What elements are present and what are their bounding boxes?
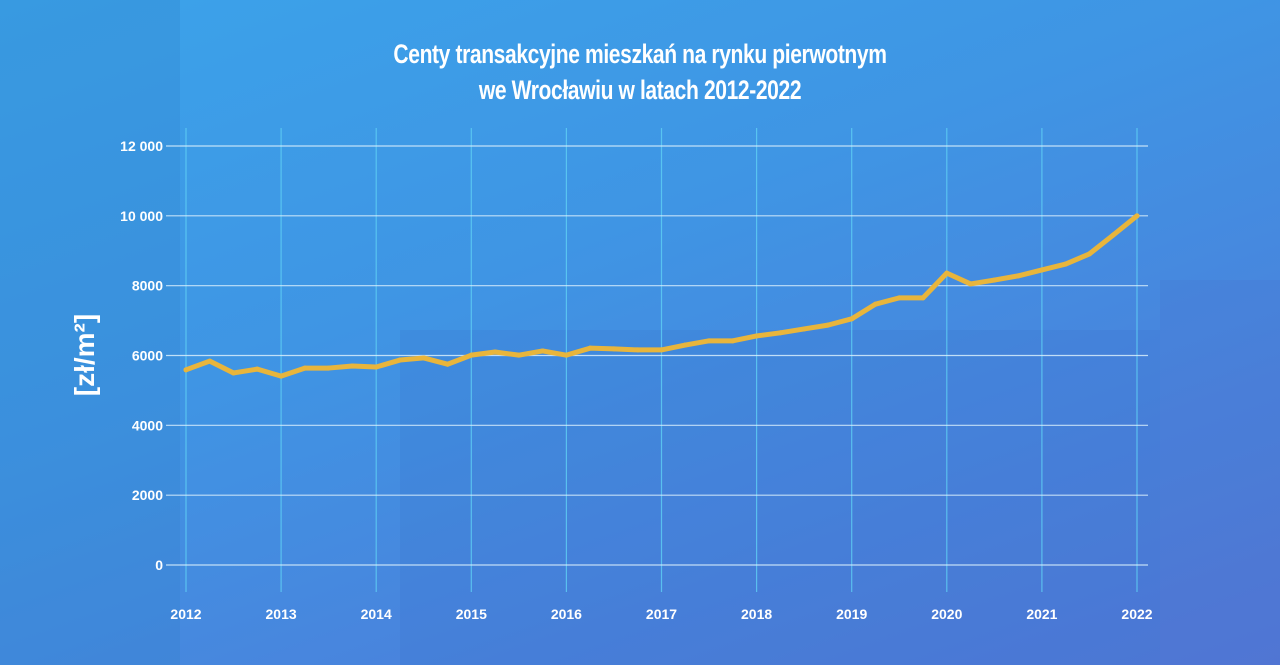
- y-tick-label: 8000: [132, 278, 163, 294]
- data-point: [991, 277, 997, 283]
- x-tick-label: 2013: [266, 606, 297, 622]
- x-tick-label: 2012: [170, 606, 201, 622]
- y-tick-label: 4000: [132, 417, 163, 433]
- data-point: [278, 373, 284, 379]
- data-point: [326, 365, 332, 371]
- x-tick-label: 2014: [361, 606, 392, 622]
- data-point: [349, 363, 355, 369]
- y-tick-label: 2000: [132, 487, 163, 503]
- data-point: [468, 352, 474, 358]
- data-point: [777, 330, 783, 336]
- data-point: [207, 358, 213, 364]
- data-point: [302, 365, 308, 371]
- title-line-2: we Wrocławiu w latach 2012-2022: [478, 75, 802, 105]
- x-tick-label: 2016: [551, 606, 582, 622]
- data-point: [872, 301, 878, 307]
- y-tick-label: 0: [155, 557, 163, 573]
- data-point: [1039, 267, 1045, 273]
- data-point: [754, 333, 760, 339]
- x-tick-label: 2018: [741, 606, 772, 622]
- data-point: [682, 342, 688, 348]
- data-point: [706, 338, 712, 344]
- data-point: [231, 370, 237, 376]
- data-point: [563, 352, 569, 358]
- x-tick-label: 2022: [1121, 606, 1152, 622]
- data-point: [540, 348, 546, 354]
- data-point: [373, 364, 379, 370]
- data-point: [445, 361, 451, 367]
- data-point: [896, 295, 902, 301]
- data-point: [659, 347, 664, 353]
- data-point: [611, 346, 617, 352]
- data-point: [635, 347, 641, 353]
- data-point: [1086, 251, 1092, 257]
- x-tick-label: 2015: [456, 606, 487, 622]
- x-tick-label: 2017: [646, 606, 677, 622]
- data-point: [849, 316, 855, 322]
- data-point: [1134, 213, 1140, 219]
- data-point: [968, 281, 974, 287]
- data-point: [825, 322, 831, 328]
- data-point: [1015, 273, 1021, 279]
- data-point: [801, 326, 807, 332]
- y-tick-label: 6000: [132, 348, 163, 364]
- data-point: [587, 345, 593, 351]
- x-tick-label: 2021: [1026, 606, 1057, 622]
- chart-title: Centy transakcyjne mieszkań na rynku pie…: [0, 36, 1280, 108]
- y-tick-label: 10 000: [120, 208, 163, 224]
- data-point: [920, 295, 926, 301]
- title-line-1: Centy transakcyjne mieszkań na rynku pie…: [393, 39, 887, 69]
- data-point: [1110, 232, 1116, 238]
- data-point: [421, 355, 427, 361]
- x-tick-label: 2020: [931, 606, 962, 622]
- data-point: [1063, 261, 1069, 267]
- data-point: [397, 357, 403, 363]
- data-point: [944, 270, 950, 276]
- data-point: [516, 352, 522, 358]
- data-point: [730, 338, 736, 344]
- data-point: [254, 366, 260, 372]
- y-tick-label: 12 000: [120, 138, 163, 154]
- data-point: [183, 367, 189, 373]
- x-tick-label: 2019: [836, 606, 867, 622]
- data-point: [492, 349, 498, 355]
